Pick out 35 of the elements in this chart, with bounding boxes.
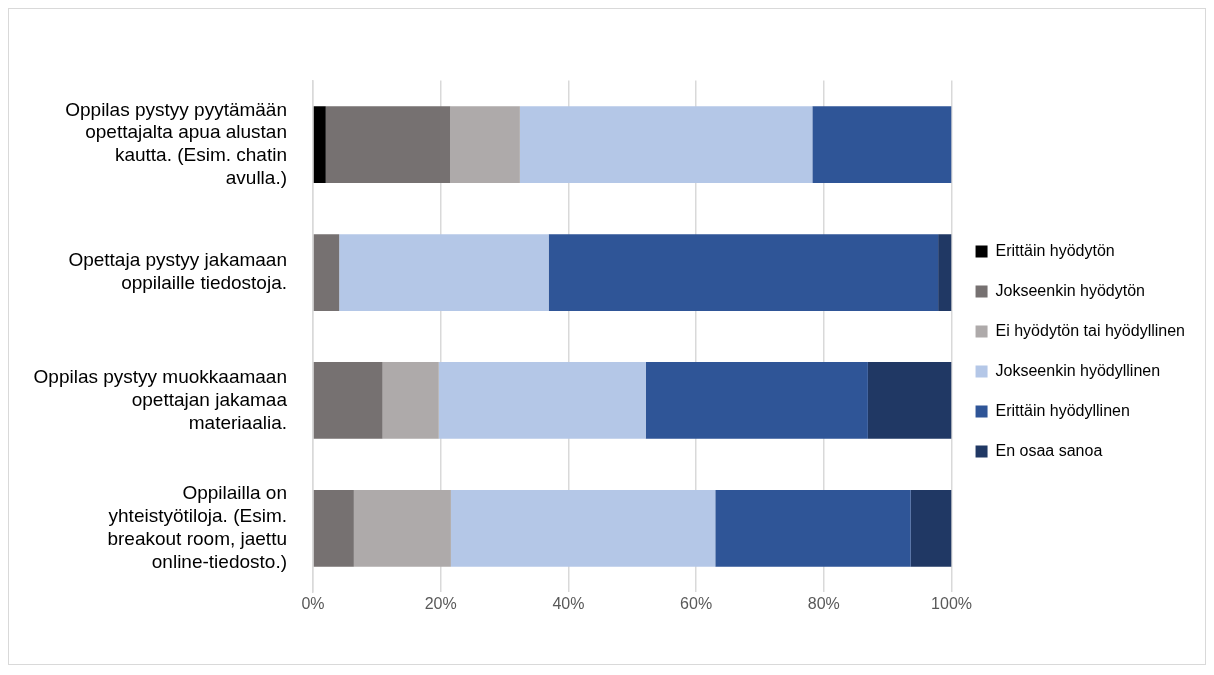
legend-label: Jokseenkin hyödytön (995, 281, 1145, 299)
bar (313, 362, 383, 439)
y-tick-label: Oppilailla on yhteistyötiloja. (Esim. breakout room, jaettu online-tiedosto.) (107, 482, 287, 572)
x-tick-label: 80% (807, 595, 840, 613)
bar (715, 490, 911, 567)
bar (313, 106, 326, 183)
x-tick-label: 0% (301, 595, 325, 613)
x-tick-label: 100% (931, 595, 973, 613)
bar (339, 234, 549, 311)
bar (438, 362, 646, 439)
legend-label: Ei hyödytön tai hyödyllinen (995, 321, 1185, 339)
y-tick-label: Opettaja pystyy jakamaan oppilaille tiedostoja. (68, 249, 287, 294)
x-tick-label: 40% (552, 595, 585, 613)
bar (867, 362, 952, 439)
bar (382, 362, 439, 439)
legend-label: En osaa sanoa (995, 441, 1103, 459)
y-tick-label: Oppilas pystyy muokkaamaan opettajan jakamaa materiaalia. (33, 365, 288, 433)
legend-label: Jokseenkin hyödyllinen (995, 361, 1161, 379)
bar (353, 490, 451, 567)
x-tick-label: 60% (680, 595, 713, 613)
bar (325, 106, 451, 183)
bar (450, 106, 520, 183)
legend-label: Erittäin hyödyllinen (995, 401, 1130, 419)
bar (910, 490, 952, 567)
bar (313, 490, 354, 567)
bar (519, 106, 813, 183)
bar (450, 490, 716, 567)
y-tick-label: Oppilas pystyy pyytämään opettajalta apua alustan kautta. (Esim. chatin avulla.) (65, 98, 287, 189)
legend-label: Erittäin hyödytön (995, 241, 1115, 259)
bar (812, 106, 952, 183)
bar (645, 362, 868, 439)
bar (938, 234, 952, 311)
x-tick-label: 20% (424, 595, 457, 613)
bar (548, 234, 939, 311)
bar (313, 234, 340, 311)
